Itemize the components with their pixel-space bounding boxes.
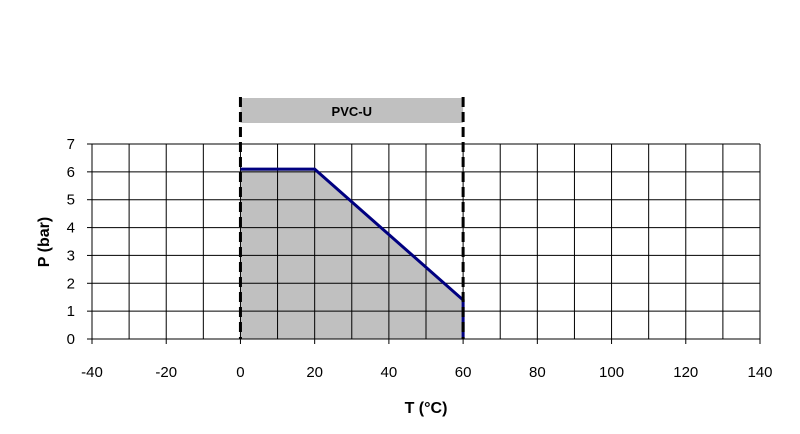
y-tick-label: 0 xyxy=(67,331,75,348)
band-label: PVC-U xyxy=(332,104,372,119)
x-tick-label: -40 xyxy=(81,364,103,381)
band-layer: PVC-U xyxy=(240,98,464,123)
series-line xyxy=(240,167,465,339)
x-tick-label: 20 xyxy=(306,364,323,381)
x-tick-label: 0 xyxy=(236,364,244,381)
y-tick-label: 7 xyxy=(67,136,75,153)
y-tick-label: 5 xyxy=(67,192,75,209)
x-tick-label: -20 xyxy=(155,364,177,381)
boundary-lines-layer xyxy=(238,97,465,339)
y-tick-label: 6 xyxy=(67,164,75,181)
band-bar xyxy=(240,98,464,123)
grid-layer xyxy=(87,143,761,344)
tick-labels-layer: 0 1 2 3 4 5 6 7 -40 -20 0 20 40 60 80 100 120 140 xyxy=(67,136,773,381)
x-tick-label: 120 xyxy=(673,364,698,381)
x-tick-label: 140 xyxy=(747,364,772,381)
x-axis-title: T (°C) xyxy=(405,400,448,417)
y-tick-label: 4 xyxy=(67,220,75,237)
x-tick-label: 80 xyxy=(529,364,546,381)
y-tick-label: 3 xyxy=(67,247,75,264)
x-tick-label: 100 xyxy=(599,364,624,381)
y-axis-title: P (bar) xyxy=(36,217,53,267)
x-tick-label: 60 xyxy=(455,364,472,381)
x-tick-label: 40 xyxy=(381,364,398,381)
y-tick-label: 2 xyxy=(67,275,75,292)
y-tick-label: 1 xyxy=(67,303,75,320)
series-line-layer xyxy=(240,167,465,339)
